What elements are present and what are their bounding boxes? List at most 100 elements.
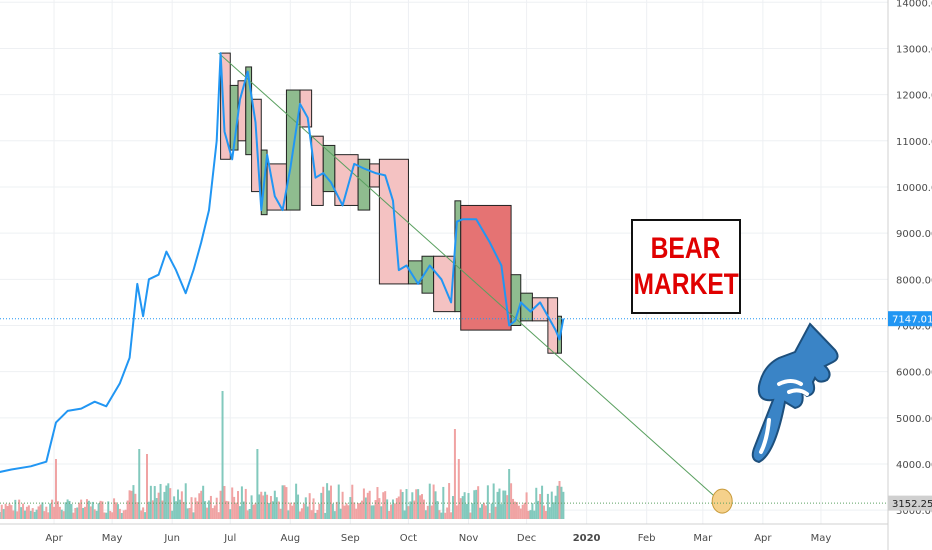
volume-bar (250, 495, 253, 519)
range-box (369, 163, 380, 188)
volume-bar (45, 506, 48, 519)
volume-bar (548, 507, 551, 519)
volume-bar (53, 506, 56, 519)
volume-bar (314, 512, 317, 519)
volume-bar (436, 501, 439, 519)
bear-market-label: BEAR MARKET (631, 219, 741, 314)
volume-bar (35, 509, 38, 519)
volume-bar (291, 505, 294, 519)
volume-bar (262, 495, 265, 519)
volume-bar (467, 493, 470, 519)
volume-bar (502, 490, 505, 519)
x-tick-label: Sep (341, 533, 360, 544)
volume-bar (22, 503, 25, 519)
volume-bar (298, 511, 301, 519)
volume-bar (355, 508, 358, 519)
volume-bar (482, 502, 485, 519)
volume-bar (541, 485, 544, 519)
volume-bar (281, 485, 284, 519)
volume-bar (481, 504, 484, 519)
volume-bar (99, 500, 102, 519)
volume-bar (359, 503, 362, 519)
volume-bar (246, 510, 249, 519)
volume-bar (368, 490, 371, 519)
volume-bar (331, 503, 334, 519)
y-tick-label: 11000.00 (896, 137, 932, 148)
volume-bar (366, 492, 369, 519)
volume-bar (537, 500, 540, 519)
volume-bar (142, 507, 145, 519)
volume-bar (407, 506, 410, 519)
volume-bar (116, 504, 119, 519)
volume-bar (475, 489, 478, 519)
volume-bar (126, 500, 129, 519)
volume-bar (264, 491, 267, 519)
volume-bar (202, 485, 205, 519)
volume-bar (384, 491, 387, 519)
volume-bar (426, 505, 429, 519)
volume-bar (122, 510, 125, 519)
volume-bar (405, 489, 408, 519)
x-tick-label: Aug (281, 533, 301, 544)
y-tick-label: 14000.00 (896, 0, 932, 9)
volume-bar (41, 502, 44, 519)
volume-bar (558, 481, 561, 519)
volume-bar (161, 500, 164, 519)
volume-bar (51, 499, 54, 519)
volume-bar (244, 488, 247, 519)
volume-bar (335, 501, 338, 519)
volume-bar (341, 491, 344, 519)
volume-bar (18, 499, 21, 519)
target-price-tag: 3152.25 (888, 495, 932, 511)
volume-bar (370, 505, 373, 519)
hand-pointing-icon (751, 322, 839, 464)
y-tick-label: 6000.00 (896, 368, 932, 379)
price-axis: 14000.00 13000.00 12000.00 11000.00 10000.00… (896, 0, 932, 517)
volume-bar (10, 505, 13, 519)
volume-bar (252, 504, 255, 519)
volume-bar (138, 449, 141, 519)
volume-bar (254, 503, 257, 519)
volume-bar (492, 483, 495, 519)
volume-bar (372, 505, 375, 519)
volume-bar (12, 510, 15, 519)
volume-bar (60, 509, 63, 519)
volume-bar (80, 499, 83, 519)
volume-bar (417, 489, 420, 519)
volume-bar (66, 499, 69, 519)
volume-bar (320, 492, 323, 519)
volume-bar (512, 498, 515, 519)
volume-bar (448, 483, 451, 519)
volume-bar (62, 511, 65, 519)
volume-bar (128, 490, 131, 519)
volume-bar (87, 500, 90, 519)
volume-bar (304, 497, 307, 519)
x-tick-label: Oct (400, 533, 417, 544)
volume-bar (180, 491, 183, 519)
volume-bar (469, 512, 472, 519)
volume-bar (8, 503, 11, 519)
volume-bar (306, 506, 309, 519)
y-tick-label: 5000.00 (896, 414, 932, 425)
volume-bar (322, 486, 325, 519)
volume-bar (326, 483, 329, 519)
volume-bar (188, 507, 191, 519)
volume-bar (453, 429, 456, 519)
volume-bar (103, 512, 106, 519)
volume-bar (211, 508, 214, 519)
volume-bar (118, 508, 121, 519)
volume-bar (107, 501, 110, 519)
volume-bar (297, 494, 300, 519)
range-box (460, 204, 512, 331)
volume-bar (207, 500, 210, 519)
y-tick-label: 7000.00 (896, 321, 932, 332)
volume-bar (225, 500, 228, 519)
range-boxes (220, 52, 562, 354)
volume-bar (498, 488, 501, 519)
volume-bar (465, 503, 468, 519)
volume-bar (413, 500, 416, 519)
x-tick-label: Apr (754, 533, 772, 544)
volume-bar (16, 511, 19, 519)
volume-bar (84, 506, 87, 519)
volume-bar (184, 483, 187, 519)
